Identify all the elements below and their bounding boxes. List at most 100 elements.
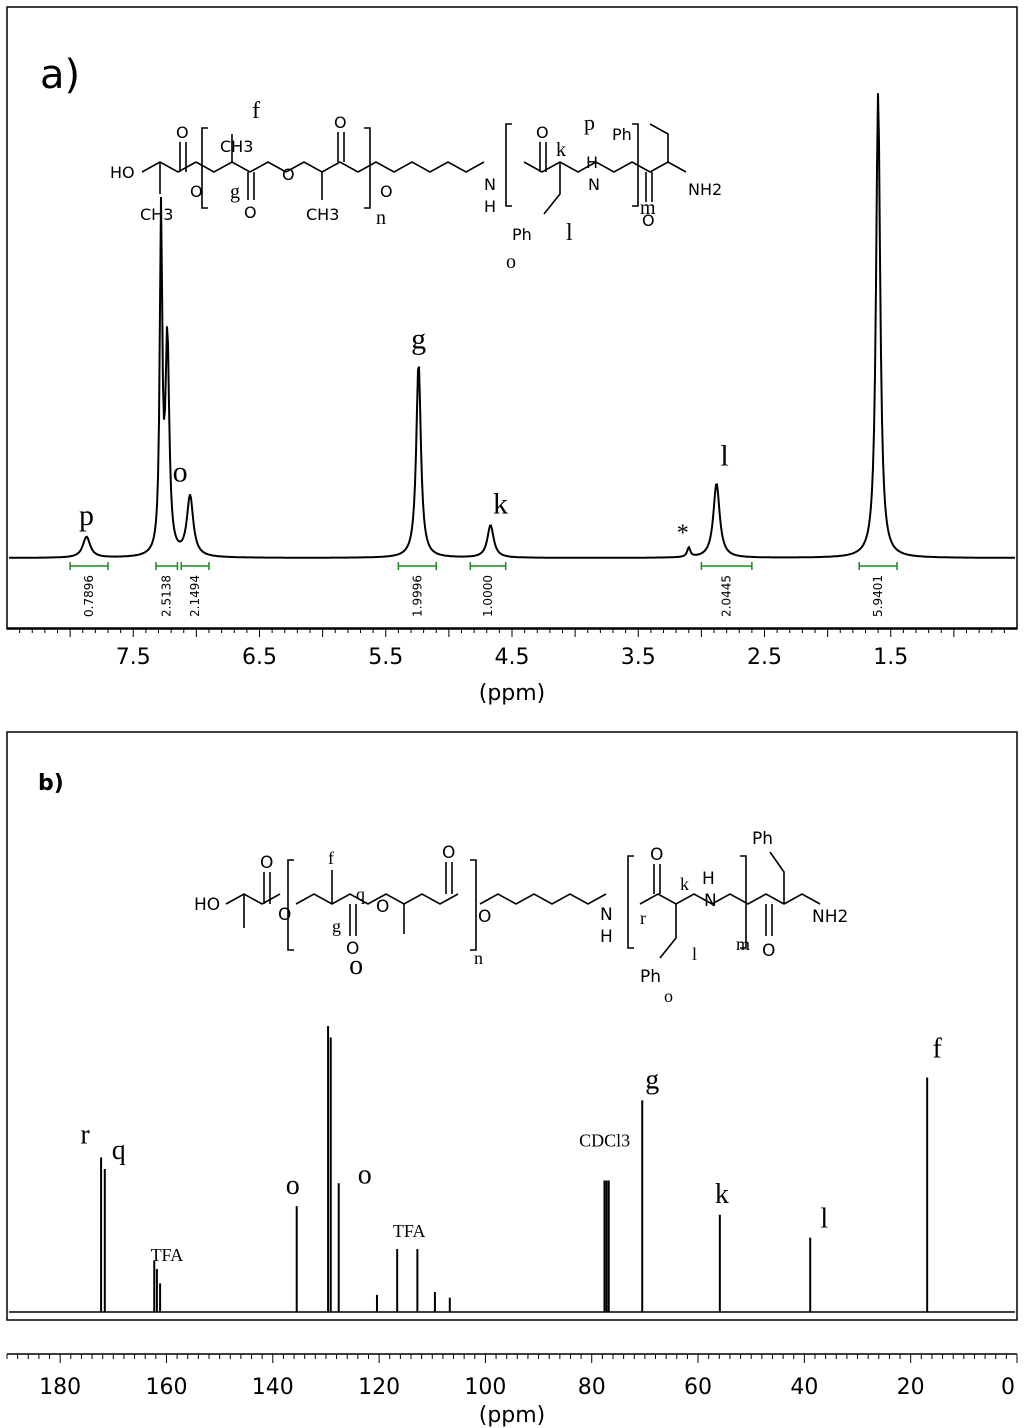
- panel-a: a) (ppm) HO CH3: [6, 6, 1018, 706]
- peak-label-b: o: [358, 1159, 372, 1190]
- panel-a-integrals: 0.7896 2.5138 2.1494 1.9996 1.0000 2.0445 5.94…: [69, 562, 898, 617]
- struct-a-n2: N: [588, 175, 600, 194]
- struct-b-nh2: NH2: [812, 907, 848, 927]
- peak-label-b: r: [80, 1120, 90, 1151]
- struct-b-n1: N: [600, 905, 613, 925]
- tick-label-b: 140: [252, 1375, 294, 1400]
- struct-b-o1: O: [260, 853, 273, 873]
- peak-label-a: g: [411, 322, 426, 355]
- peak-label-a: p: [79, 499, 94, 532]
- peak-label-b: o: [349, 950, 363, 981]
- struct-a-o4: O: [282, 165, 295, 184]
- tick-label-a: 6.5: [242, 645, 277, 670]
- struct-b-ho: HO: [194, 895, 220, 915]
- integral-value: 1.0000: [481, 575, 495, 617]
- peak-label-b: TFA: [393, 1221, 426, 1241]
- struct-a-o: o: [506, 251, 516, 273]
- panel-b-label: b): [38, 771, 64, 796]
- struct-b-o3: O: [346, 939, 359, 959]
- panel-a-x-axis-label: (ppm): [479, 681, 546, 706]
- tick-label-b: 180: [39, 1375, 81, 1400]
- struct-b-o7: O: [650, 845, 663, 865]
- panel-b-chemical-structure: [225, 851, 821, 959]
- struct-b-n2: N: [704, 891, 717, 911]
- struct-a-o2: O: [190, 182, 203, 201]
- struct-a-o1: O: [176, 123, 189, 142]
- panel-b: b) (ppm) HO O O O: [6, 731, 1018, 1428]
- panel-a-label: a): [40, 52, 80, 98]
- struct-a-n: n: [376, 207, 386, 229]
- struct-a-h1: H: [484, 197, 496, 216]
- tick-label-b: 120: [358, 1375, 400, 1400]
- struct-b-k: k: [680, 874, 689, 894]
- struct-a-ho: HO: [110, 163, 135, 182]
- struct-b-o4: O: [376, 897, 389, 917]
- panel-b-x-axis: 180 160 140 120 100 80 60 40 20 0: [6, 1353, 1018, 1400]
- struct-a-ph2: Ph: [612, 125, 632, 144]
- struct-b-ph2: Ph: [752, 829, 773, 849]
- integral-value: 5.9401: [871, 575, 885, 617]
- peak-label-b: o: [286, 1170, 300, 1201]
- struct-b-h2: H: [702, 869, 715, 889]
- struct-a-ch3-2: CH3: [220, 137, 253, 156]
- struct-b-n: n: [474, 948, 483, 968]
- integral-value: 2.0445: [720, 575, 734, 617]
- struct-b-ph1: Ph: [640, 967, 661, 987]
- panel-b-x-axis-label: (ppm): [479, 1403, 546, 1428]
- peak-label-b: CDCl3: [579, 1130, 630, 1150]
- spectrum-a-trace: [9, 93, 1015, 559]
- struct-b-o: o: [664, 986, 673, 1006]
- struct-a-o8: O: [642, 211, 655, 230]
- struct-b-o8: O: [762, 941, 775, 961]
- tick-label-a: 1.5: [873, 645, 908, 670]
- panel-b-frame: [6, 731, 1018, 1321]
- struct-a-o5: O: [334, 113, 347, 132]
- tick-label-b: 160: [145, 1375, 187, 1400]
- tick-label-b: 20: [897, 1375, 925, 1400]
- tick-label-b: 40: [790, 1375, 818, 1400]
- peak-label-b: f: [932, 1033, 942, 1064]
- peak-label-a: k: [493, 487, 508, 520]
- peak-label-a: l: [720, 439, 728, 472]
- struct-b-g: g: [332, 916, 341, 936]
- peak-label-b: g: [645, 1064, 659, 1095]
- panel-b-structure-letters: n m f g q r k l o: [328, 848, 750, 1006]
- struct-a-nh2: NH2: [688, 180, 722, 199]
- tick-label-b: 60: [684, 1375, 712, 1400]
- panel-a-frame: [6, 6, 1018, 630]
- struct-a-g: g: [230, 181, 240, 203]
- struct-a-o3: O: [244, 203, 257, 222]
- struct-a-o6: O: [380, 182, 393, 201]
- peak-label-b: l: [820, 1204, 828, 1235]
- tick-label-a: 7.5: [116, 645, 151, 670]
- integral-value: 2.5138: [160, 575, 174, 617]
- struct-b-m: m: [736, 934, 750, 954]
- struct-a-n1: N: [484, 175, 496, 194]
- peak-label-b: TFA: [151, 1245, 184, 1265]
- panel-b-spectrum: [9, 1026, 1015, 1313]
- struct-b-f: f: [328, 848, 334, 868]
- struct-b-o5: O: [442, 843, 455, 863]
- struct-a-l: l: [566, 220, 573, 246]
- struct-b-q: q: [356, 884, 365, 904]
- tick-label-a: 3.5: [621, 645, 656, 670]
- struct-a-f: f: [252, 98, 260, 124]
- peak-label-b: q: [112, 1135, 126, 1166]
- struct-a-ch3-1: CH3: [140, 205, 173, 224]
- panel-b-structure-labels: HO O O O O O O N H O Ph H N Ph O NH2: [194, 829, 848, 987]
- struct-b-o2: O: [278, 905, 291, 925]
- struct-a-k: k: [556, 139, 566, 161]
- integral-value: 1.9996: [410, 575, 424, 617]
- panel-b-peak-labels: r q TFA o o o TFA CDCl3 g k l f: [80, 950, 942, 1265]
- peak-label-b: k: [715, 1179, 729, 1210]
- panel-a-chemical-structure: [141, 123, 687, 215]
- struct-b-r: r: [640, 908, 646, 928]
- struct-a-h2: H: [586, 153, 598, 172]
- integral-value: 2.1494: [188, 575, 202, 617]
- panel-a-structure-letters: n m f g k l o p: [230, 98, 656, 273]
- struct-b-h1: H: [600, 927, 613, 947]
- struct-a-ph1: Ph: [512, 225, 532, 244]
- struct-a-o7: O: [536, 123, 549, 142]
